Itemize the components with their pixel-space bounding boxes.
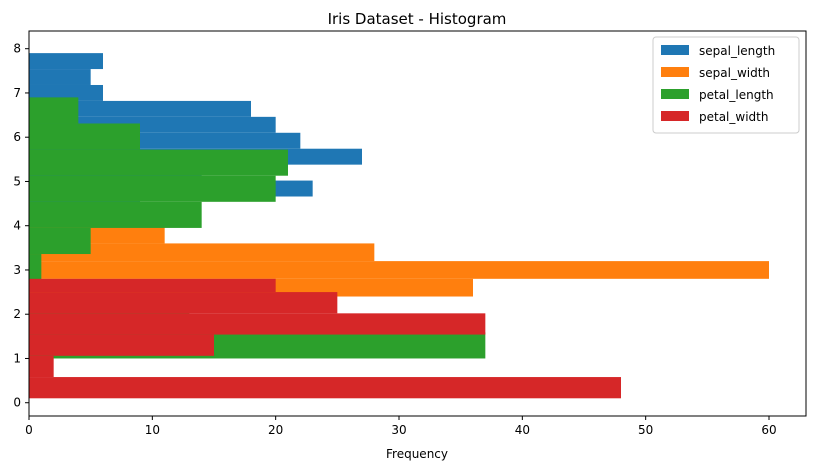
bar-petal_width-1 [29, 355, 54, 378]
bar-petal_width-2 [29, 334, 214, 356]
y-tick-label: 1 [13, 351, 21, 365]
bar-petal_length-4 [29, 227, 91, 255]
y-tick-label: 4 [13, 219, 21, 233]
legend-swatch-petal_width [661, 111, 689, 121]
x-tick-label: 20 [268, 423, 283, 437]
bar-petal_length-9 [29, 97, 79, 124]
y-tick-label: 0 [13, 396, 21, 410]
x-tick-label: 50 [638, 423, 653, 437]
x-tick-label: 0 [25, 423, 33, 437]
bar-sepal_length-7 [29, 84, 103, 101]
bar-petal_length-6 [29, 175, 276, 202]
legend: sepal_length sepal_width petal_lengthpetal… [652, 36, 800, 134]
bar-petal_length-3 [29, 254, 42, 281]
y-tick-label: 8 [13, 42, 21, 56]
y-axis: 0 1 2 3 4 5 6 7 8 [13, 42, 29, 410]
bar-sepal_length-8 [29, 69, 91, 85]
y-tick-label: 3 [13, 263, 21, 277]
bar-petal_width-5 [29, 278, 276, 293]
x-tick-label: 10 [145, 423, 160, 437]
chart-title: Iris Dataset - Histogram [328, 10, 507, 28]
legend-box [652, 36, 800, 134]
x-axis-label: Frequency [386, 447, 448, 461]
bar-petal_length-7 [29, 149, 288, 176]
legend-label-sepal_width: sepal_width [699, 66, 770, 80]
x-tick-label: 60 [761, 423, 776, 437]
bar-petal_width-3 [29, 313, 486, 335]
bar-petal_width-0 [29, 377, 621, 399]
legend-label-sepal_length: sepal_length [699, 44, 775, 58]
bar-sepal_length-6 [29, 100, 251, 117]
legend-label-petal_width: petal_width [699, 110, 768, 124]
bar-sepal_width-2 [29, 261, 769, 279]
x-tick-label: 40 [515, 423, 530, 437]
y-tick-label: 5 [13, 174, 21, 188]
legend-swatch-sepal_length [661, 45, 689, 55]
legend-label-petal_length: petal_length [699, 88, 774, 102]
bar-petal_length-8 [29, 123, 140, 150]
bar-petal_width-4 [29, 292, 338, 314]
legend-swatch-sepal_width [661, 67, 689, 77]
legend-swatch-petal_length [661, 89, 689, 99]
bars-layer [29, 53, 769, 399]
y-tick-label: 2 [13, 307, 21, 321]
bar-petal_length-5 [29, 201, 202, 228]
x-tick-label: 30 [391, 423, 406, 437]
y-tick-label: 7 [13, 86, 21, 100]
bar-sepal_width-3 [29, 243, 375, 262]
y-tick-label: 6 [13, 130, 21, 144]
plot-frame [28, 30, 807, 417]
bar-sepal_length-9 [29, 53, 103, 70]
x-axis: 0 10 20 30 40 50 60 [25, 416, 777, 437]
